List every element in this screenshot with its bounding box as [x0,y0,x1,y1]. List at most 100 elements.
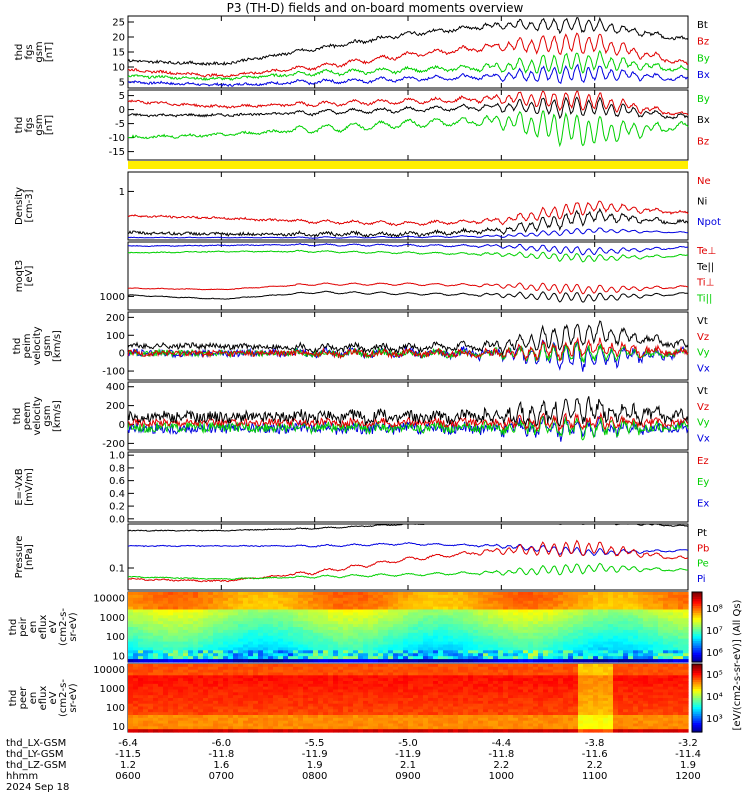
spectro-9-cell [408,666,414,671]
spectro-8-cell [463,638,469,643]
spectro-9-cell [213,692,219,696]
spectro-9-cell [363,681,369,685]
spectro-8-cell [403,659,409,663]
spectro-9-cell [458,729,464,733]
spectro-9-cell [208,720,214,725]
spectro-8-cell [143,627,149,631]
spectro-8-cell [573,641,579,646]
spectro-8-cell [328,653,334,657]
spectro-8-cell [348,592,354,596]
spectro-8-cell [398,624,404,628]
spectro-8-cell [553,621,559,625]
spectro-8-cell [458,656,464,660]
spectro-8-cell [223,635,229,640]
spectro-9-cell [518,709,524,713]
spectro-9-cell [393,723,399,727]
spectro-9-cell [528,669,534,674]
spectro-8-cell [233,609,239,614]
spectro-8-cell [448,606,454,611]
spectro-9-cell [163,703,169,708]
spectro-8-cell [523,612,529,616]
spectro-8-cell [488,618,494,622]
spectro-9-cell [513,729,519,733]
spectro-9-cell [273,695,279,699]
spectro-9-cell [278,692,284,696]
spectro-8-cell [168,606,174,611]
spectro-9-cell [348,681,354,685]
spectro-8-cell [248,635,254,640]
spectro-8-cell [388,615,394,619]
spectro-9-cell [278,703,284,708]
spectro-8-cell [613,618,619,622]
spectro-9-cell [373,700,379,705]
mode-bar [128,161,688,169]
spectro-8-cell [468,638,474,643]
spectro-8-cell [498,647,504,651]
spectro-9-cell [403,706,409,710]
spectro-9-cell [198,712,204,716]
spectro-8-cell [463,621,469,625]
spectro-9-cell [463,698,469,702]
spectro-9-cell [173,666,179,671]
spectro-9-cell [323,681,329,685]
spectro-8-cell [218,618,224,622]
spectro-9-cell [228,675,234,679]
spectro-8-cell [463,618,469,622]
spectro-9-cell [338,669,344,674]
spectro-8-cell [308,653,314,657]
spectro-9-cell [523,715,529,719]
spectro-9-cell [503,669,509,674]
spectro-9-cell [328,672,334,676]
spectro-8-cell [358,597,364,602]
spectro-8-cell [653,603,659,608]
spectro-8-cell [333,606,339,611]
spectro-8-cell [293,627,299,631]
spectro-9-cell [248,683,254,688]
spectro-8-cell [623,656,629,660]
series-pi [127,542,689,556]
spectro-9-cell [183,700,189,705]
spectro-9-cell [328,729,334,733]
spectro-9-cell [428,700,434,705]
spectro-9-cell [303,689,309,693]
spectro-9-cell [518,723,524,727]
spectro-8-cell [673,603,679,608]
spectro-9-cell [188,675,194,679]
spectro-9-cell [463,720,469,725]
spectro-8-cell [348,635,354,640]
spectro-8-cell [598,615,604,619]
spectro-9-cell [198,672,204,676]
spectro-9-cell [483,672,489,676]
spectro-8-cell [388,627,394,631]
spectro-9-cell [508,672,514,676]
spectro-9-cell [428,683,434,688]
spectro-8-cell [423,644,429,649]
spectro-8-cell [553,653,559,657]
spectro-8-cell [663,624,669,628]
spectro-9-cell [383,695,389,699]
spectro-8-cell [503,656,509,660]
spectro-8-cell [403,600,409,605]
spectro-8-cell [153,644,159,649]
spectro-9-cell [173,683,179,688]
spectro-9-cell [393,717,399,722]
spectro-8-cell [473,650,479,654]
spectro-8-cell [563,653,569,657]
spectro-8-cell [483,592,489,596]
spectro-8-cell [378,641,384,646]
spectro-8-cell [313,638,319,643]
spectro-8-cell [528,641,534,646]
spectro-9-cell [513,666,519,671]
spectro-8-cell [178,621,184,625]
spectro-8-cell [328,627,334,631]
spectro-8-cell [533,635,539,640]
spectro-9-cell [443,703,449,708]
spectro-8-cell [178,641,184,646]
spectro-9-cell [483,664,489,668]
spectro-8-cell [558,621,564,625]
spectro-8-cell [323,603,329,608]
spectro-8-cell [288,624,294,628]
spectro-8-cell [213,600,219,605]
spectro-8-cell [528,653,534,657]
spectro-9-cell [168,709,174,713]
